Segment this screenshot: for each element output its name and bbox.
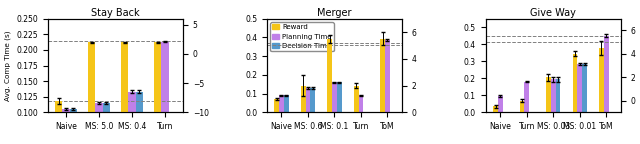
Bar	[604, 36, 609, 112]
Bar	[493, 106, 498, 112]
Bar	[551, 79, 556, 112]
Bar	[95, 103, 102, 112]
Bar	[63, 109, 70, 112]
Bar	[284, 95, 289, 112]
Bar	[385, 40, 390, 112]
Legend: Reward, Planning Time, Decision Time: Reward, Planning Time, Decision Time	[270, 22, 333, 51]
Bar	[305, 88, 310, 112]
Bar	[310, 88, 315, 112]
Bar	[354, 86, 358, 112]
Bar	[279, 95, 284, 112]
Bar	[102, 103, 110, 112]
Bar	[88, 42, 95, 112]
Bar	[573, 54, 577, 112]
Bar	[55, 101, 63, 112]
Bar	[275, 99, 279, 112]
Bar	[332, 82, 337, 112]
Bar	[327, 39, 332, 112]
Title: Give Way: Give Way	[531, 8, 576, 18]
Title: Stay Back: Stay Back	[92, 8, 140, 18]
Bar	[337, 82, 342, 112]
Bar	[154, 42, 161, 112]
Bar	[546, 77, 551, 112]
Bar	[524, 82, 529, 112]
Bar	[577, 64, 582, 112]
Bar	[380, 39, 385, 112]
Bar	[498, 96, 502, 112]
Bar	[556, 79, 561, 112]
Bar	[70, 109, 77, 112]
Bar	[599, 48, 604, 112]
Title: Merger: Merger	[317, 8, 351, 18]
Bar	[121, 42, 129, 112]
Bar	[136, 92, 143, 112]
Bar	[129, 92, 136, 112]
Bar	[301, 86, 305, 112]
Y-axis label: Avg. Comp Time (s): Avg. Comp Time (s)	[4, 30, 11, 101]
Bar	[358, 95, 364, 112]
Bar	[582, 64, 587, 112]
Bar	[520, 101, 524, 112]
Bar	[161, 42, 168, 112]
